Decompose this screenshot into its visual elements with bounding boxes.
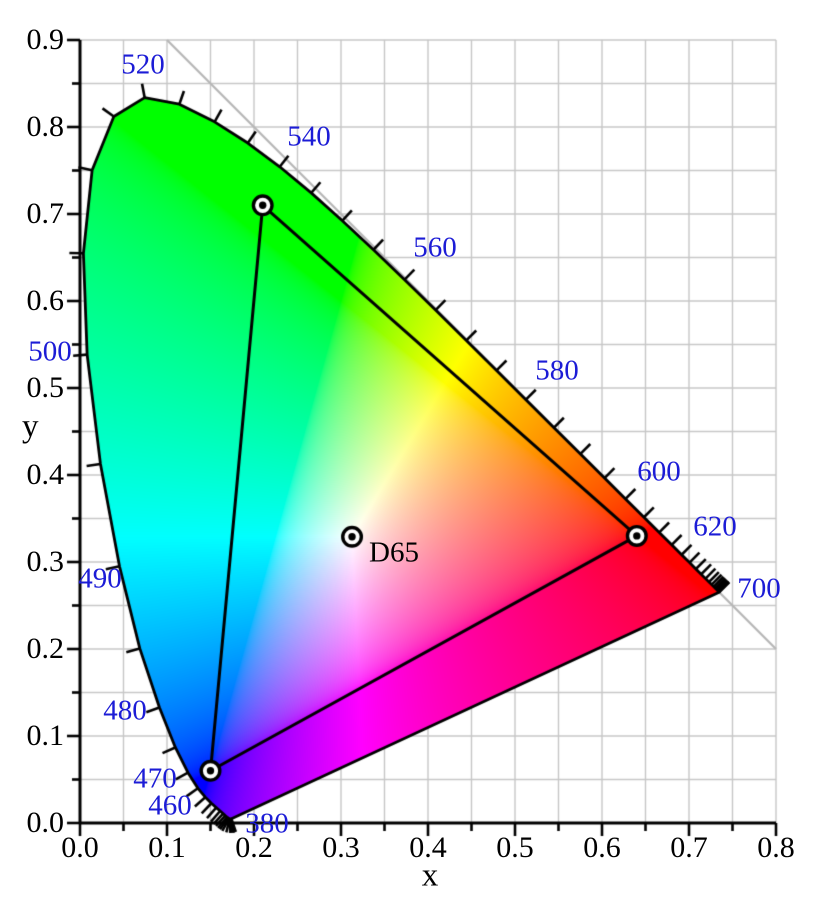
cie-chromaticity-figure: x y D65 0.0 0.1 0.2 0.3 0.4 0.5 0.6 0.7 0.8 0.0 0.… [0,0,813,899]
chromaticity-diagram-canvas [0,0,813,899]
